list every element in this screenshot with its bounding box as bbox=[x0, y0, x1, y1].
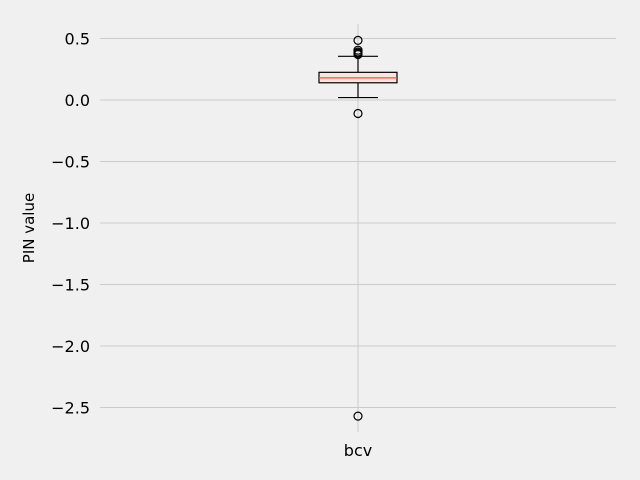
outlier-point bbox=[353, 49, 363, 60]
box-bcv bbox=[318, 35, 398, 421]
boxes bbox=[318, 35, 398, 421]
outlier-point bbox=[353, 108, 363, 119]
y-tick-label: 0.0 bbox=[65, 91, 90, 110]
y-tick-label: 0.5 bbox=[65, 30, 90, 49]
x-tick-labels: bcv bbox=[344, 441, 372, 460]
y-tick-label: −2.5 bbox=[51, 399, 90, 418]
y-axis-label: PIN value bbox=[20, 193, 38, 263]
y-tick-label: −1.5 bbox=[51, 276, 90, 295]
outlier-point bbox=[353, 35, 363, 45]
x-tick-label: bcv bbox=[344, 441, 372, 460]
y-tick-labels: 0.5 0.0 −0.5 −1.0 −1.5 −2.0 −2.5 bbox=[51, 30, 90, 418]
y-tick-label: −0.5 bbox=[51, 153, 90, 172]
outlier-point bbox=[353, 411, 363, 421]
y-tick-label: −1.0 bbox=[51, 214, 90, 233]
y-tick-label: −2.0 bbox=[51, 337, 90, 356]
